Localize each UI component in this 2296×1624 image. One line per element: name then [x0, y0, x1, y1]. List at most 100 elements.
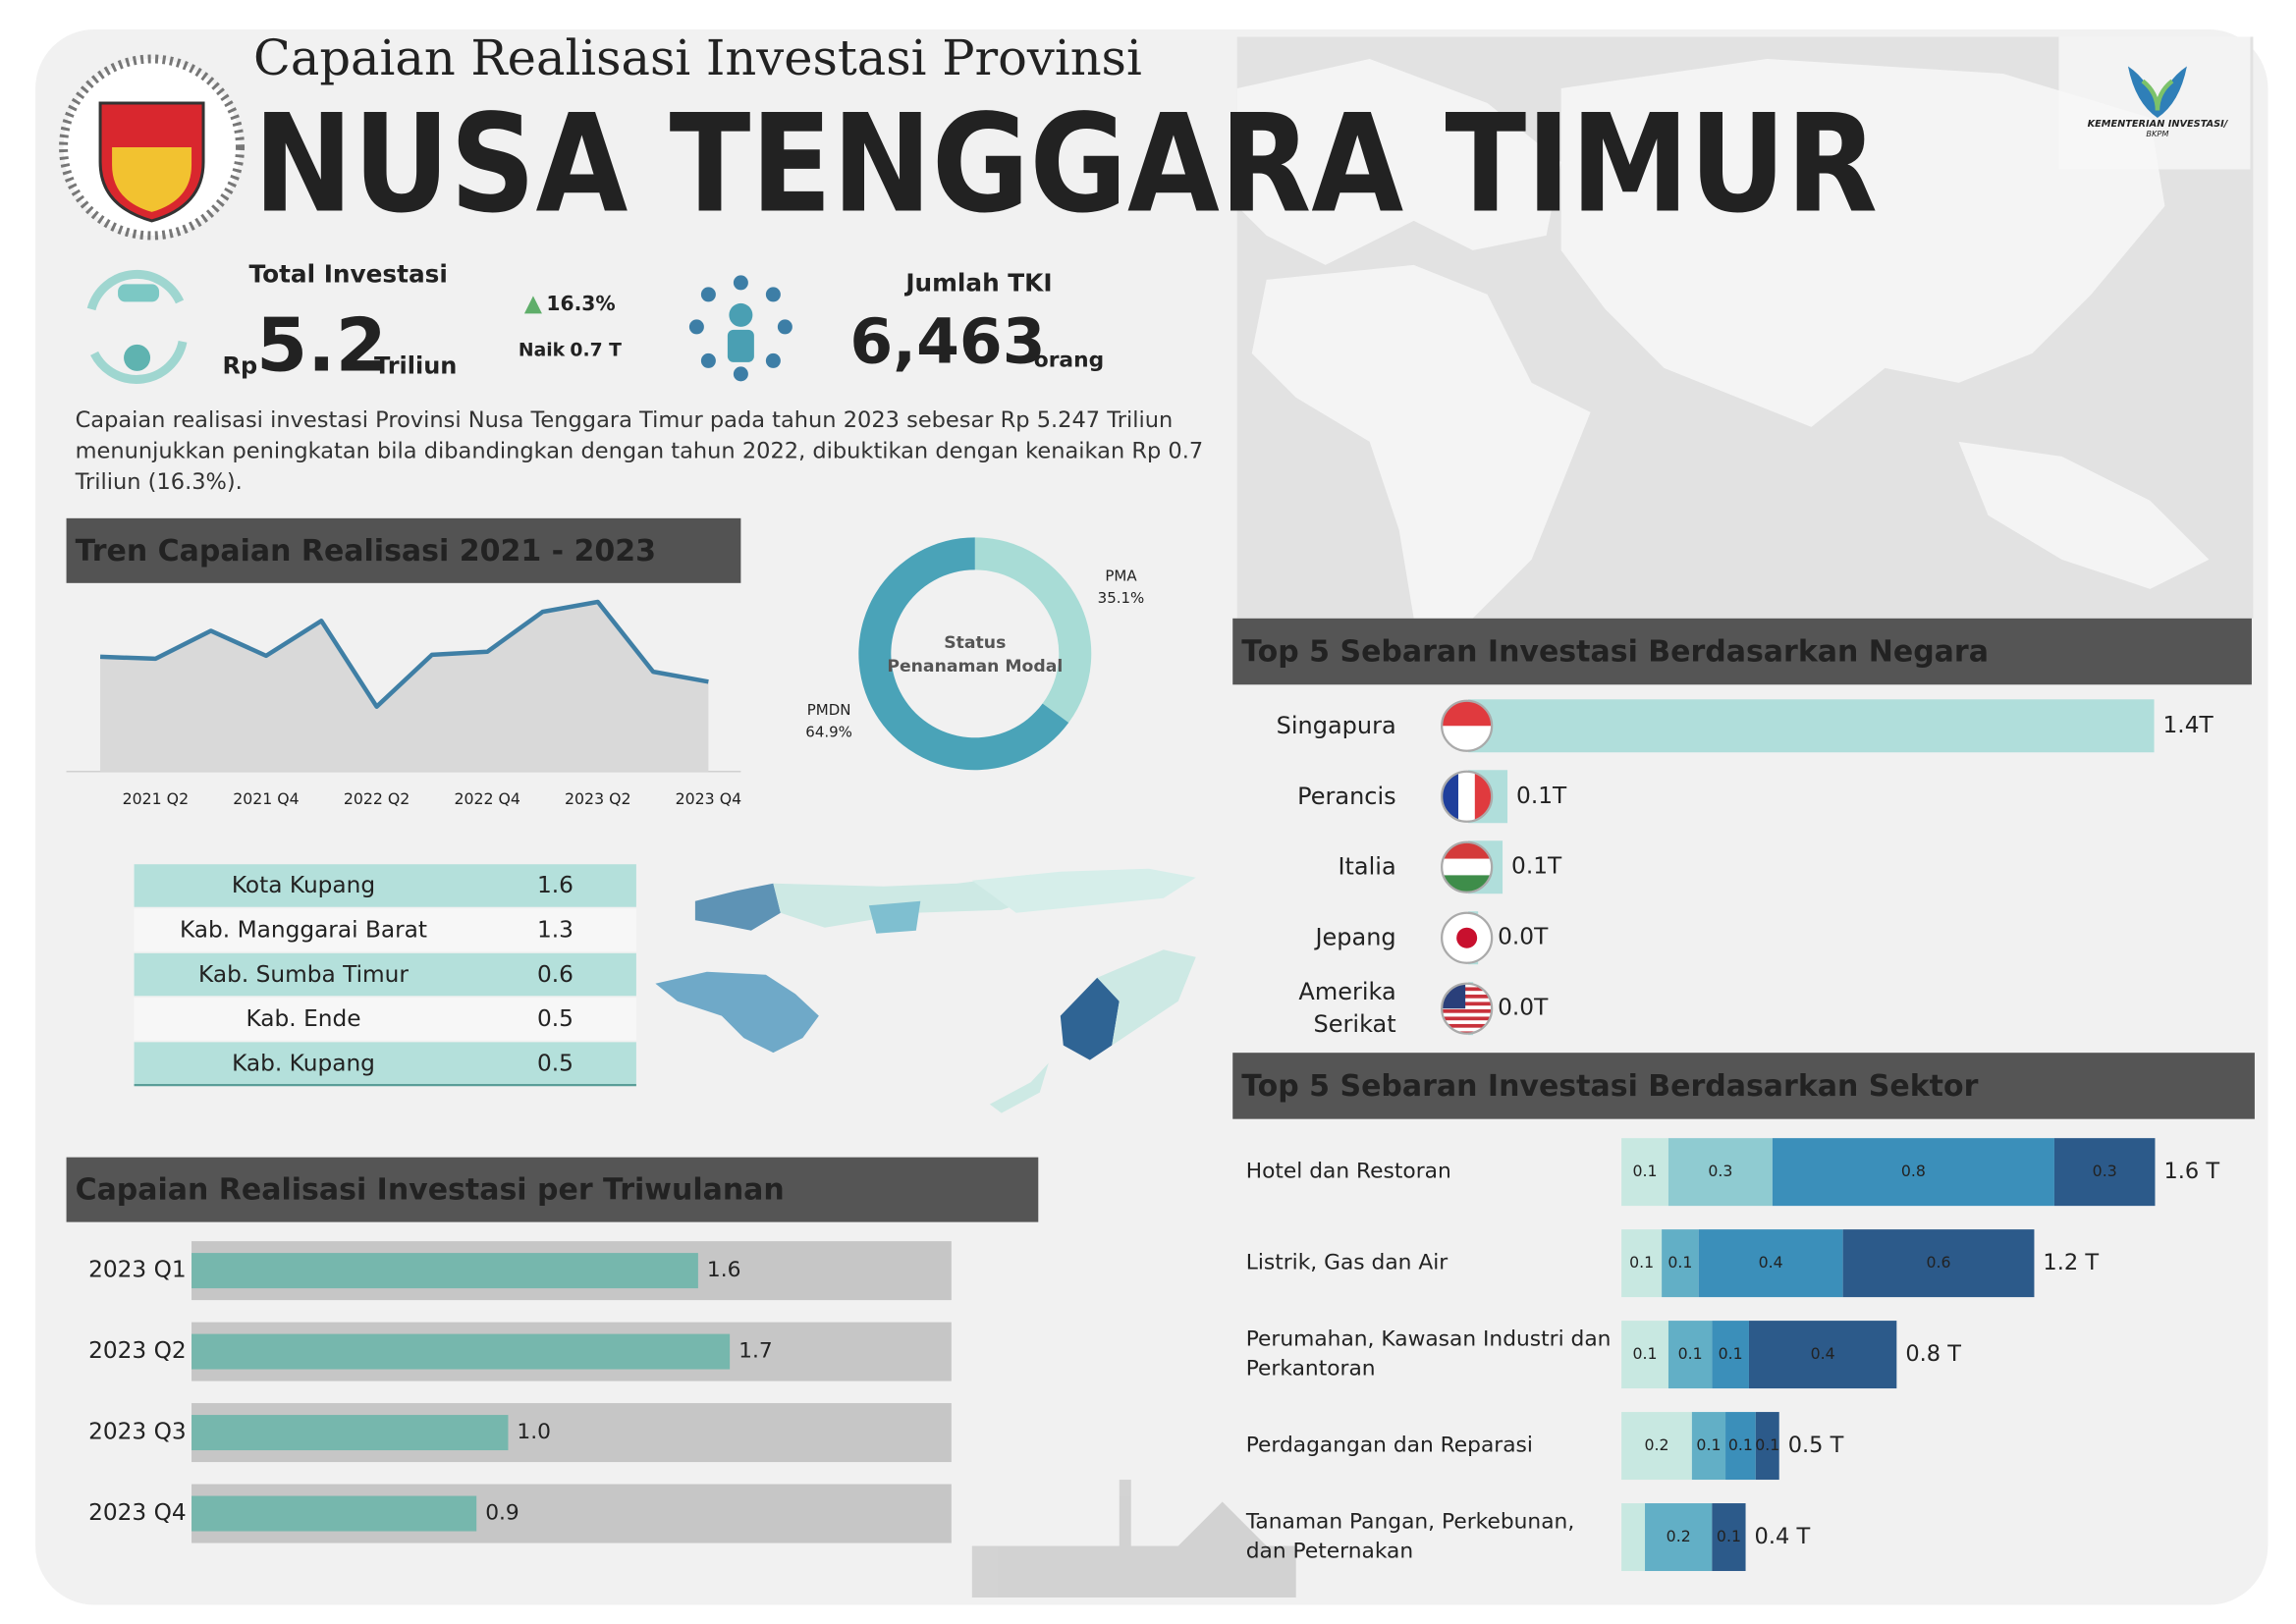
flag: [1441, 911, 1494, 964]
table-cell: Kab. Ende: [246, 1005, 360, 1032]
region-shape: [971, 868, 1196, 913]
region-shape: [1060, 977, 1120, 1060]
bar: [191, 1495, 477, 1532]
table-cell: 1.3: [537, 917, 574, 944]
table-cell: 0.5: [537, 1005, 574, 1032]
y-tick-label-box: Singapura: [1276, 711, 1396, 739]
flag: [1441, 699, 1494, 752]
skyline: [971, 1480, 1296, 1598]
icon-dot: [765, 352, 781, 368]
icon-dot: [777, 319, 793, 335]
flag-part: [1442, 983, 1493, 988]
table-cell: 0.6: [537, 961, 574, 988]
bar-segment: [1621, 1503, 1646, 1572]
y-tick-label: Listrik, Gas dan Air: [1245, 1251, 1449, 1275]
value-label: 0.9: [485, 1501, 519, 1526]
line: [99, 599, 709, 709]
bar-segment: [1621, 1321, 1668, 1389]
bar-segment: [1667, 1138, 1773, 1207]
bar: [1468, 699, 2155, 753]
bar-segment: [1621, 1229, 1663, 1298]
region-shape: [989, 1062, 1049, 1113]
table-row: [134, 1042, 636, 1085]
total-label: 0.8 T: [1905, 1341, 1961, 1367]
y-tick-label: Perancis: [1297, 782, 1396, 810]
icon-dot: [733, 366, 748, 382]
bar-segment: [1662, 1229, 1699, 1298]
kpi-currency: Rp: [223, 352, 258, 379]
map-land: [1251, 264, 1591, 619]
segment-label: 0.1: [1678, 1344, 1703, 1363]
pie-title-box: Status Penanaman Modal: [887, 631, 1064, 677]
icon-dot: [688, 319, 704, 335]
region-shape: [868, 900, 921, 934]
y-tick-label-box: Amerika Serikat: [1298, 977, 1396, 1039]
y-tick-label: Perdagangan dan Reparasi: [1245, 1434, 1533, 1458]
value-label: 1.4T: [2163, 712, 2214, 738]
y-tick-label: Singapura: [1276, 711, 1396, 739]
bar-segment: [1667, 1321, 1713, 1389]
segment-label: 0.4: [1811, 1344, 1835, 1363]
icon-dot: [700, 287, 716, 302]
pie-slice: [858, 537, 1069, 771]
bar-segment: [1842, 1229, 2035, 1298]
segment-label: 0.1: [1719, 1344, 1743, 1363]
y-tick-label: Amerika Serikat: [1298, 977, 1396, 1039]
bar-segment: [1621, 1138, 1668, 1207]
value-label: 0.1T: [1511, 853, 1562, 880]
table-cell: Kab. Sumba Timur: [198, 961, 409, 988]
skyline-base: [971, 1545, 1296, 1598]
icon-dot: [765, 287, 781, 302]
table-row: [134, 908, 636, 952]
y-tick-label: 2023 Q2: [88, 1337, 187, 1364]
icon-dot: [733, 275, 748, 291]
segment-label: 0.1: [1629, 1253, 1654, 1272]
value-label: 0.1T: [1516, 783, 1567, 809]
table-cell: Kab. Kupang: [232, 1050, 375, 1076]
flag-part: [1442, 998, 1493, 1002]
page-title: NUSA TENGGARA TIMUR: [253, 85, 1878, 244]
icon-arc: [86, 269, 185, 311]
segment-label: 0.1: [1717, 1527, 1741, 1545]
y-tick-label: Jepang: [1315, 923, 1396, 951]
ministry-sub: BKPM: [2146, 129, 2168, 138]
area: [100, 601, 709, 772]
value-label: 1.6: [707, 1258, 741, 1282]
flag-part: [1442, 1027, 1493, 1032]
icon-hands: [118, 284, 160, 302]
bar-segment: [1621, 1412, 1692, 1481]
pie-value-label: 64.9%: [805, 724, 852, 741]
total-label: 1.6 T: [2163, 1159, 2219, 1184]
y-tick-label-box: Perdagangan dan Reparasi: [1245, 1434, 1533, 1458]
segment-label: 0.1: [1696, 1435, 1721, 1454]
icon-dot: [700, 352, 716, 368]
pie-title: Status Penanaman Modal: [887, 631, 1064, 677]
kpi-change-label: Naik: [519, 340, 566, 360]
x-tick-label: 2021 Q4: [233, 789, 299, 808]
kpi-label: Total Investasi: [249, 259, 448, 288]
panel-title: Top 5 Sebaran Investasi Berdasarkan Sekt…: [1241, 1069, 1978, 1104]
value-label: 1.7: [738, 1339, 773, 1364]
y-tick-label: 2023 Q1: [88, 1257, 187, 1283]
province-emblem: [59, 54, 246, 241]
description: Capaian realisasi investasi Provinsi Nus…: [75, 406, 1204, 495]
segment-label: 0.3: [1708, 1162, 1732, 1180]
panel-title: Top 5 Sebaran Investasi Berdasarkan Nega…: [1241, 635, 1989, 670]
icon-head: [729, 302, 753, 327]
flag-ring: [1441, 982, 1494, 1035]
panel-header: [1232, 1053, 2255, 1119]
y-tick-label-box: Hotel dan Restoran: [1246, 1161, 1451, 1184]
skyline-roof: [1177, 1501, 1267, 1546]
value-label: 0.0T: [1498, 924, 1549, 950]
region-shape: [694, 883, 781, 931]
pie-label: PMA: [1105, 567, 1137, 584]
x-tick-label: 2022 Q2: [344, 789, 410, 808]
flag-ring: [1441, 699, 1494, 752]
kpi-label: Jumlah TKI: [903, 268, 1052, 297]
table-cell: Kota Kupang: [232, 872, 375, 898]
icon-arc: [90, 340, 188, 384]
y-tick-label-box: Listrik, Gas dan Air: [1245, 1251, 1449, 1275]
total-label: 0.4 T: [1755, 1524, 1811, 1549]
